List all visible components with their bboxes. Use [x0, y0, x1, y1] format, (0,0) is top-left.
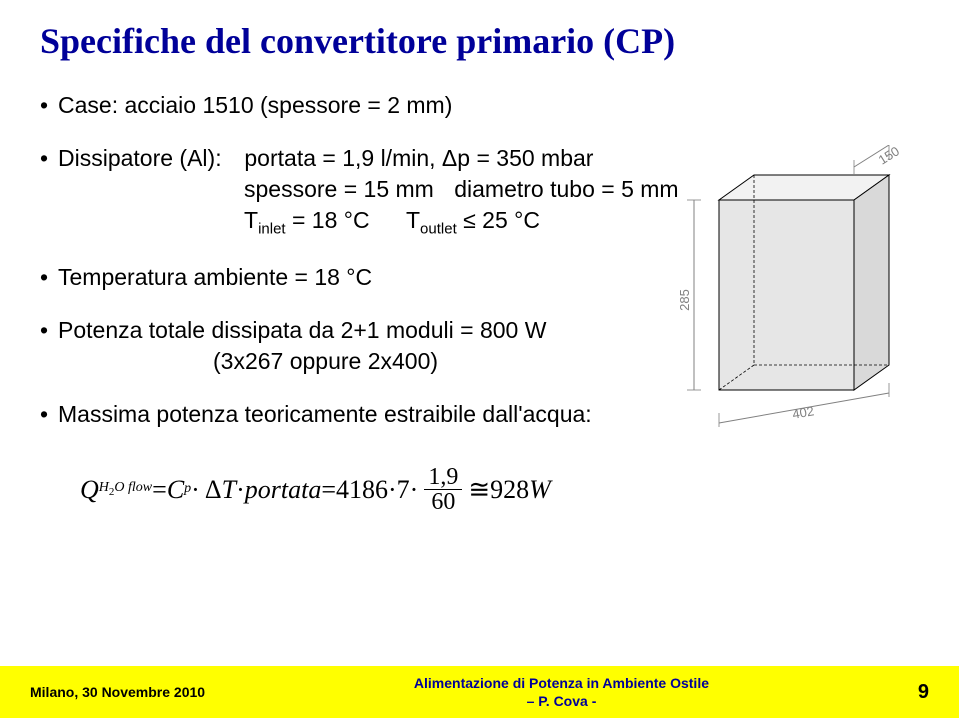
box-diagram: 150 285 402 [654, 145, 919, 435]
b2-lead: Dissipatore (Al): [58, 143, 238, 174]
dim-285: 285 [677, 289, 692, 311]
f-7: 7 [397, 472, 410, 507]
b2-l2b: diametro tubo = 5 mm [454, 176, 678, 202]
footer-right: 9 [918, 681, 929, 704]
footer-c1: Alimentazione di Potenza in Ambiente Ost… [414, 674, 709, 692]
f-4186: 4186 [336, 472, 388, 507]
b2-l3b-t: T [406, 207, 420, 233]
formula: QH2O flow = Cp · ΔT · portata = 4186 · 7… [80, 465, 919, 514]
f-C: C [167, 472, 184, 507]
b2-l2a: spessore = 15 mm [244, 176, 434, 202]
b2-l3a-rest: = 18 °C [286, 207, 370, 233]
f-num: 1,9 [424, 465, 462, 490]
footer: Milano, 30 Novembre 2010 Alimentazione d… [0, 666, 959, 718]
f-928: 928 [490, 472, 529, 507]
f-frac: 1,9 60 [424, 465, 462, 514]
f-dot2: · [236, 472, 245, 507]
f-portata: portata [245, 472, 322, 507]
f-eq1: = [152, 472, 167, 507]
footer-c2: – P. Cova - [414, 692, 709, 710]
b2-l3b-sub: outlet [420, 221, 457, 238]
f-W: W [529, 472, 551, 507]
f-den: 60 [427, 490, 459, 514]
b2-line1: portata = 1,9 l/min, Δp = 350 mbar [244, 145, 593, 171]
dim-150: 150 [876, 145, 902, 168]
f-Qsub: H2O flow [99, 479, 152, 500]
f-Csub: p [184, 480, 191, 499]
f-approx: ≅ [468, 472, 490, 507]
footer-left: Milano, 30 Novembre 2010 [30, 684, 205, 700]
b2-l3a-sub: inlet [258, 221, 286, 238]
dim-402: 402 [791, 403, 815, 422]
footer-center: Alimentazione di Potenza in Ambiente Ost… [414, 674, 709, 710]
f-eq2: = [321, 472, 336, 507]
b2-l3b-rest: ≤ 25 °C [457, 207, 540, 233]
b2-l3a-t: T [244, 207, 258, 233]
bullet-case: Case: acciaio 1510 (spessore = 2 mm) [40, 90, 919, 121]
f-T: T [222, 472, 236, 507]
f-Q: Q [80, 472, 99, 507]
f-dot1: · Δ [191, 472, 221, 507]
f-dot4: · [410, 472, 419, 507]
f-dot3: · [388, 472, 397, 507]
slide-title: Specifiche del convertitore primario (CP… [40, 20, 919, 62]
